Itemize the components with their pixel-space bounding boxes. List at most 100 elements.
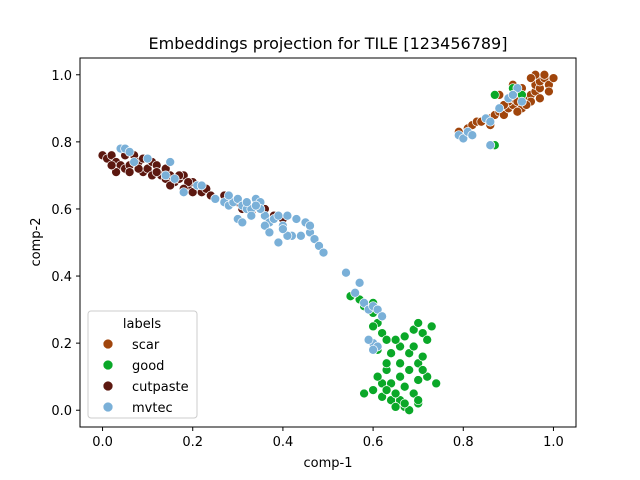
mvtec-point [260, 220, 270, 231]
legend-label-good: good [132, 359, 164, 374]
good-point [408, 388, 419, 399]
scar-point [535, 93, 545, 104]
scar-point [548, 73, 559, 83]
good-point [413, 318, 424, 328]
good-point [489, 90, 500, 100]
mvtec-point [196, 180, 207, 191]
mvtec-point [363, 334, 374, 345]
good-point [404, 348, 415, 359]
mvtec-point [291, 214, 302, 224]
mvtec-point [264, 227, 275, 238]
good-point [399, 331, 410, 342]
good-point [413, 358, 424, 369]
mvtec-point [160, 170, 171, 181]
mvtec-point [314, 241, 324, 251]
good-point [381, 334, 392, 345]
mvtec-point [494, 103, 505, 114]
scar-point [512, 106, 523, 117]
mvtec-point [273, 210, 284, 221]
mvtec-point [512, 83, 523, 94]
good-point [399, 398, 410, 409]
good-point [390, 334, 401, 345]
mvtec-point [246, 210, 257, 221]
plot-frame [79, 57, 577, 428]
good-point [417, 365, 428, 375]
chart-title: Embeddings projection for TILE [12345678… [149, 34, 508, 53]
mvtec-point [372, 304, 383, 315]
legend-title: labels [123, 317, 161, 332]
good-point [404, 405, 415, 416]
good-point [426, 321, 437, 332]
legend-marker-scar [102, 338, 114, 350]
good-point [404, 365, 415, 375]
mvtec-point [350, 287, 360, 298]
good-point [408, 324, 419, 335]
good-point [377, 391, 387, 402]
mvtec-point [251, 200, 261, 211]
good-point [359, 388, 369, 399]
mvtec-point [368, 344, 378, 355]
good-point [381, 385, 392, 395]
legend-marker-mvtec [102, 401, 114, 413]
points-layer [97, 69, 559, 416]
y-tick-label: 0.6 [51, 203, 72, 218]
x-axis-label: comp-1 [304, 456, 353, 471]
mvtec-point [278, 224, 288, 234]
good-point [390, 388, 401, 399]
mvtec-point [354, 277, 365, 288]
legend-marker-good [102, 359, 114, 371]
cutpaste-point [165, 180, 176, 191]
mvtec-point [296, 230, 306, 241]
mvtec-point [129, 157, 139, 167]
legend: labels scar good cutpaste mvtec [87, 310, 198, 419]
cutpaste-point [133, 163, 144, 174]
mvtec-point [241, 197, 252, 208]
mvtec-point [458, 133, 469, 144]
mvtec-point [273, 237, 284, 248]
good-point [368, 385, 378, 395]
mvtec-point [359, 298, 369, 308]
legend-entries: scar good cutpaste mvtec [102, 338, 189, 416]
mvtec-point [508, 90, 518, 100]
mvtec-point [223, 190, 234, 201]
cutpaste-point [124, 167, 135, 177]
good-point [413, 375, 424, 385]
mvtec-point [377, 311, 387, 322]
good-point [386, 378, 396, 389]
x-tick-label: 0.4 [273, 435, 294, 450]
good-point [408, 341, 419, 352]
mvtec-point [309, 234, 320, 244]
good-point [368, 321, 378, 332]
mvtec-point [124, 147, 135, 157]
scar-point [526, 73, 536, 83]
x-tick-label: 0.6 [363, 435, 384, 450]
good-point [395, 358, 405, 369]
ticks-layer: 0.0 0.2 0.4 0.6 0.8 1.0 0.0 0.2 0.4 0.6 0.8 1.0 [51, 69, 563, 450]
cutpaste-point [106, 150, 117, 161]
scar-point [544, 86, 554, 97]
good-point [377, 328, 387, 338]
mvtec-point [318, 247, 329, 258]
good-point [395, 341, 405, 352]
good-point [395, 371, 405, 382]
legend-box [87, 310, 198, 419]
mvtec-point [282, 210, 293, 221]
mvtec-point [178, 187, 189, 198]
good-point [417, 328, 428, 338]
scar-point [499, 110, 509, 120]
cutpaste-point [106, 160, 117, 171]
good-point [381, 358, 392, 369]
x-tick-label: 0.0 [92, 435, 113, 450]
mvtec-point [517, 96, 527, 107]
y-tick-label: 0.2 [51, 337, 72, 352]
cutpaste-point [151, 167, 162, 177]
good-point [422, 334, 433, 345]
y-tick-label: 0.4 [51, 270, 72, 285]
mvtec-point [467, 130, 478, 141]
y-axis-label: comp-2 [29, 218, 44, 267]
good-point [372, 371, 383, 382]
mvtec-point [237, 217, 248, 228]
legend-label-scar: scar [132, 338, 160, 353]
legend-label-mvtec: mvtec [132, 401, 173, 416]
